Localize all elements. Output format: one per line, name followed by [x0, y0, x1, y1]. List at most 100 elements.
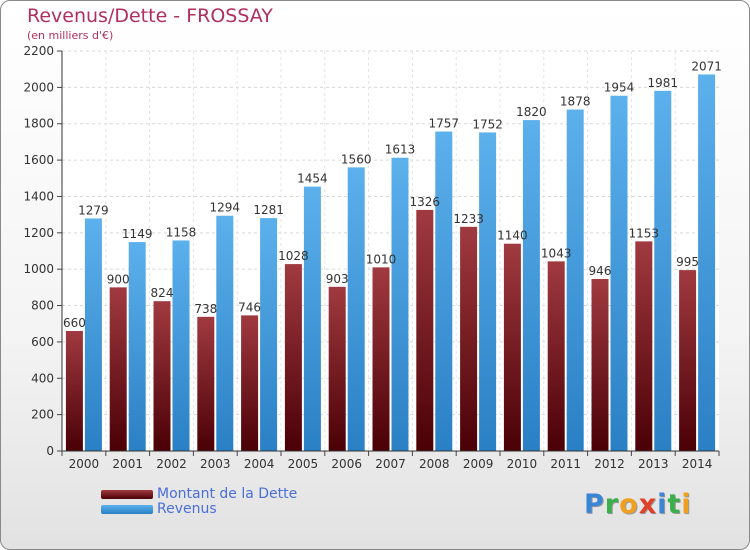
- y-tick-label: 1600: [23, 153, 54, 167]
- logo-letter: i: [657, 489, 668, 520]
- legend-label-revenus: Revenus: [157, 501, 217, 517]
- x-tick-label: 2008: [419, 457, 450, 471]
- y-tick-label: 800: [31, 299, 54, 313]
- data-label: 1279: [78, 203, 109, 217]
- data-label: 903: [326, 272, 349, 286]
- data-label: 1454: [297, 172, 328, 186]
- plot-area: [62, 51, 719, 451]
- y-tick-label: 1000: [23, 262, 54, 276]
- legend-swatch-dette: [101, 490, 153, 499]
- bar-dette: [372, 267, 390, 451]
- data-label: 1281: [253, 203, 284, 217]
- bar-dette: [328, 286, 346, 451]
- x-tick-label: 2006: [331, 457, 362, 471]
- bar-revenus: [610, 95, 628, 452]
- data-label: 1140: [497, 229, 528, 243]
- bar-dette: [416, 209, 434, 451]
- data-label: 1158: [166, 225, 197, 239]
- bar-revenus: [172, 240, 190, 451]
- data-label: 738: [194, 302, 217, 316]
- x-tick-label: 2009: [463, 457, 494, 471]
- bar-revenus: [698, 74, 716, 452]
- proxiti-logo: Proxiti: [584, 489, 692, 520]
- data-label: 824: [151, 286, 174, 300]
- y-tick-label: 600: [31, 335, 54, 349]
- data-label: 1560: [341, 152, 372, 166]
- logo-letter: i: [681, 489, 692, 520]
- logo-letter: o: [619, 489, 639, 520]
- data-label: 1028: [278, 249, 309, 263]
- x-tick-label: 2013: [638, 457, 669, 471]
- x-tick-label: 2010: [507, 457, 538, 471]
- bar-revenus: [479, 132, 497, 452]
- legend-swatch-revenus: [101, 505, 153, 514]
- y-tick-label: 1400: [23, 189, 54, 203]
- bar-revenus: [216, 215, 234, 451]
- x-tick-label: 2007: [375, 457, 406, 471]
- bar-dette: [65, 331, 83, 451]
- bar-revenus: [654, 90, 672, 452]
- bar-revenus: [391, 157, 409, 451]
- data-label: 1878: [560, 95, 591, 109]
- bar-dette: [109, 287, 127, 451]
- data-label: 1010: [366, 252, 397, 266]
- bar-dette: [241, 315, 259, 451]
- logo-letter: x: [638, 489, 658, 520]
- x-tick-label: 2005: [288, 457, 319, 471]
- bar-revenus: [84, 218, 102, 451]
- data-label: 1820: [516, 105, 547, 119]
- chart-subtitle: (en milliers d'€): [27, 29, 114, 42]
- logo-letter: t: [667, 489, 682, 520]
- bar-dette: [197, 316, 215, 451]
- data-label: 1757: [429, 117, 460, 131]
- bar-dette: [635, 241, 653, 451]
- data-label: 1043: [541, 246, 572, 260]
- x-tick-label: 2014: [682, 457, 713, 471]
- x-tick-label: 2004: [244, 457, 275, 471]
- data-label: 2071: [691, 59, 722, 73]
- data-label: 946: [589, 264, 612, 278]
- x-tick-label: 2012: [594, 457, 625, 471]
- data-label: 1294: [210, 201, 241, 215]
- bar-dette: [679, 270, 697, 451]
- y-tick-label: 2000: [23, 80, 54, 94]
- x-tick-label: 2000: [69, 457, 100, 471]
- logo-letter: r: [604, 489, 620, 520]
- data-label: 746: [238, 300, 261, 314]
- data-label: 1981: [648, 76, 679, 90]
- bar-revenus: [522, 120, 540, 451]
- data-label: 1149: [122, 227, 153, 241]
- data-label: 1752: [472, 117, 503, 131]
- data-label: 995: [676, 255, 699, 269]
- x-tick-label: 2003: [200, 457, 231, 471]
- x-tick-label: 2001: [112, 457, 143, 471]
- data-label: 1954: [604, 81, 635, 95]
- x-tick-label: 2011: [550, 457, 581, 471]
- bar-revenus: [303, 186, 321, 452]
- bar-dette: [153, 301, 171, 451]
- y-tick-label: 400: [31, 371, 54, 385]
- bar-revenus: [347, 167, 365, 451]
- data-label: 1326: [410, 195, 441, 209]
- bar-revenus: [260, 218, 278, 451]
- legend-label-dette: Montant de la Dette: [157, 486, 298, 502]
- chart-title: Revenus/Dette - FROSSAY: [27, 5, 273, 27]
- y-tick-label: 200: [31, 408, 54, 422]
- bar-revenus: [435, 131, 453, 451]
- bar-dette: [591, 279, 609, 451]
- logo-letter: P: [584, 489, 605, 520]
- data-label: 1233: [453, 212, 484, 226]
- data-label: 1153: [629, 226, 660, 240]
- bar-dette: [460, 226, 478, 451]
- data-label: 1613: [385, 143, 416, 157]
- data-label: 900: [107, 272, 130, 286]
- y-tick-label: 1200: [23, 226, 54, 240]
- data-label: 660: [63, 316, 86, 330]
- y-tick-label: 2200: [23, 44, 54, 58]
- bar-revenus: [566, 109, 584, 451]
- y-tick-label: 1800: [23, 117, 54, 131]
- bar-dette: [503, 243, 521, 451]
- bar-dette: [284, 264, 302, 451]
